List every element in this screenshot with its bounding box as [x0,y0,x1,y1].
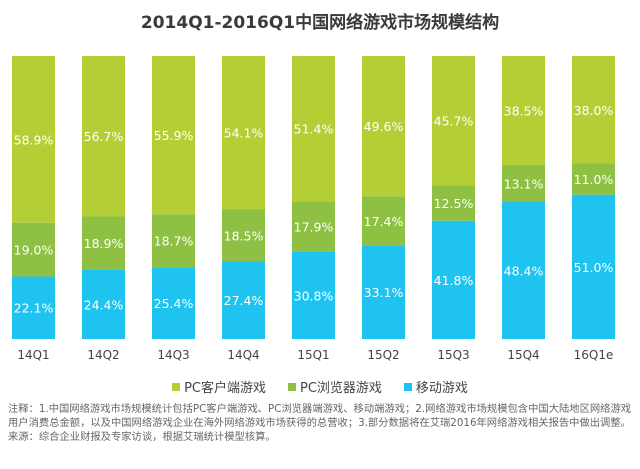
bar-segment [292,201,335,252]
bar-segment [152,214,195,268]
data-label: 19.0% [14,243,54,258]
data-label: 17.4% [364,214,404,229]
data-label: 56.7% [84,129,124,144]
legend-label: PC浏览器游戏 [299,381,382,396]
x-tick-label: 14Q4 [227,348,259,362]
bar-segment [572,56,615,164]
data-label: 27.4% [224,293,264,308]
bar-segment [152,267,195,339]
data-label: 11.0% [574,172,614,187]
data-label: 17.9% [294,220,334,235]
note-text: 注释：1.中国网络游戏市场规模统计包括PC客户端游戏、PC浏览器端游戏、移动端游… [8,403,632,429]
legend-item: 移动游戏 [403,377,468,396]
x-tick-label: 16Q1e [574,348,614,362]
data-label: 38.0% [574,103,614,118]
data-label: 49.6% [364,119,404,134]
bar-segment [292,56,335,202]
bar-segment [432,185,475,221]
legend: PC客户端游戏 PC浏览器游戏 移动游戏 [0,377,640,396]
data-label: 12.5% [434,196,474,211]
data-label: 18.5% [224,228,264,243]
x-tick-label: 15Q3 [437,348,469,362]
bar-segment [572,163,615,195]
data-label: 22.1% [14,301,54,316]
legend-label: 移动游戏 [415,381,468,396]
bar-segment [432,220,475,339]
bar-segment [222,56,265,210]
legend-item: PC客户端游戏 [172,377,266,396]
bar-segment [502,164,545,203]
data-label: 24.4% [84,297,124,312]
data-label: 18.7% [154,234,194,249]
bar-segment [502,202,545,339]
data-label: 13.1% [504,176,544,191]
x-tick-label: 15Q2 [367,348,399,362]
legend-swatch [403,383,412,391]
bar-segment [362,196,405,246]
bar-segment [222,209,265,262]
data-label: 18.9% [84,236,124,251]
x-tick-label: 14Q2 [87,348,119,362]
x-tick-label: 14Q1 [17,348,49,362]
bar-segment [292,251,335,339]
bar-segment [222,261,265,339]
legend-swatch [172,383,181,391]
x-tick-label: 15Q1 [297,348,329,362]
data-label: 55.9% [154,128,194,143]
bar-segment [362,245,405,339]
data-label: 45.7% [434,114,474,129]
data-label: 48.4% [504,264,544,279]
legend-label: PC客户端游戏 [184,381,266,396]
data-label: 51.4% [294,122,334,137]
x-tick-label: 15Q4 [507,348,539,362]
legend-item: PC浏览器游戏 [287,377,382,396]
bar-segment [432,56,475,186]
bar-segment [12,276,55,339]
bar-segment [82,269,125,339]
bar-segment [502,56,545,165]
chart-title: 2014Q1-2016Q1中国网络游戏市场规模结构 [140,13,500,33]
stacked-bar-chart: 22.1% 19.0% 58.9% 14Q1 24.4% 18.9% 56.7% 14Q2 25… [12,56,615,362]
bar-segment [12,222,55,277]
x-tick-label: 14Q3 [157,348,189,362]
data-label: 51.0% [574,260,614,275]
data-label: 25.4% [154,296,194,311]
notes: 注释：1.中国网络游戏市场规模统计包括PC客户端游戏、PC浏览器端游戏、移动端游… [8,402,634,444]
data-label: 54.1% [224,126,264,141]
data-label: 58.9% [14,132,54,147]
bar-segment [82,216,125,270]
data-label: 33.1% [364,285,404,300]
bar-segment [12,56,55,223]
legend-swatch [287,383,296,391]
bar-segment [152,56,195,215]
bar-segment [82,56,125,217]
data-label: 41.8% [434,273,474,288]
data-label: 38.5% [504,103,544,118]
bar-segment [572,194,615,339]
source-text: 来源：综合企业财报及专家访谈，根据艾瑞统计模型核算。 [8,431,276,443]
data-label: 30.8% [294,288,334,303]
bar-segment [362,56,405,197]
